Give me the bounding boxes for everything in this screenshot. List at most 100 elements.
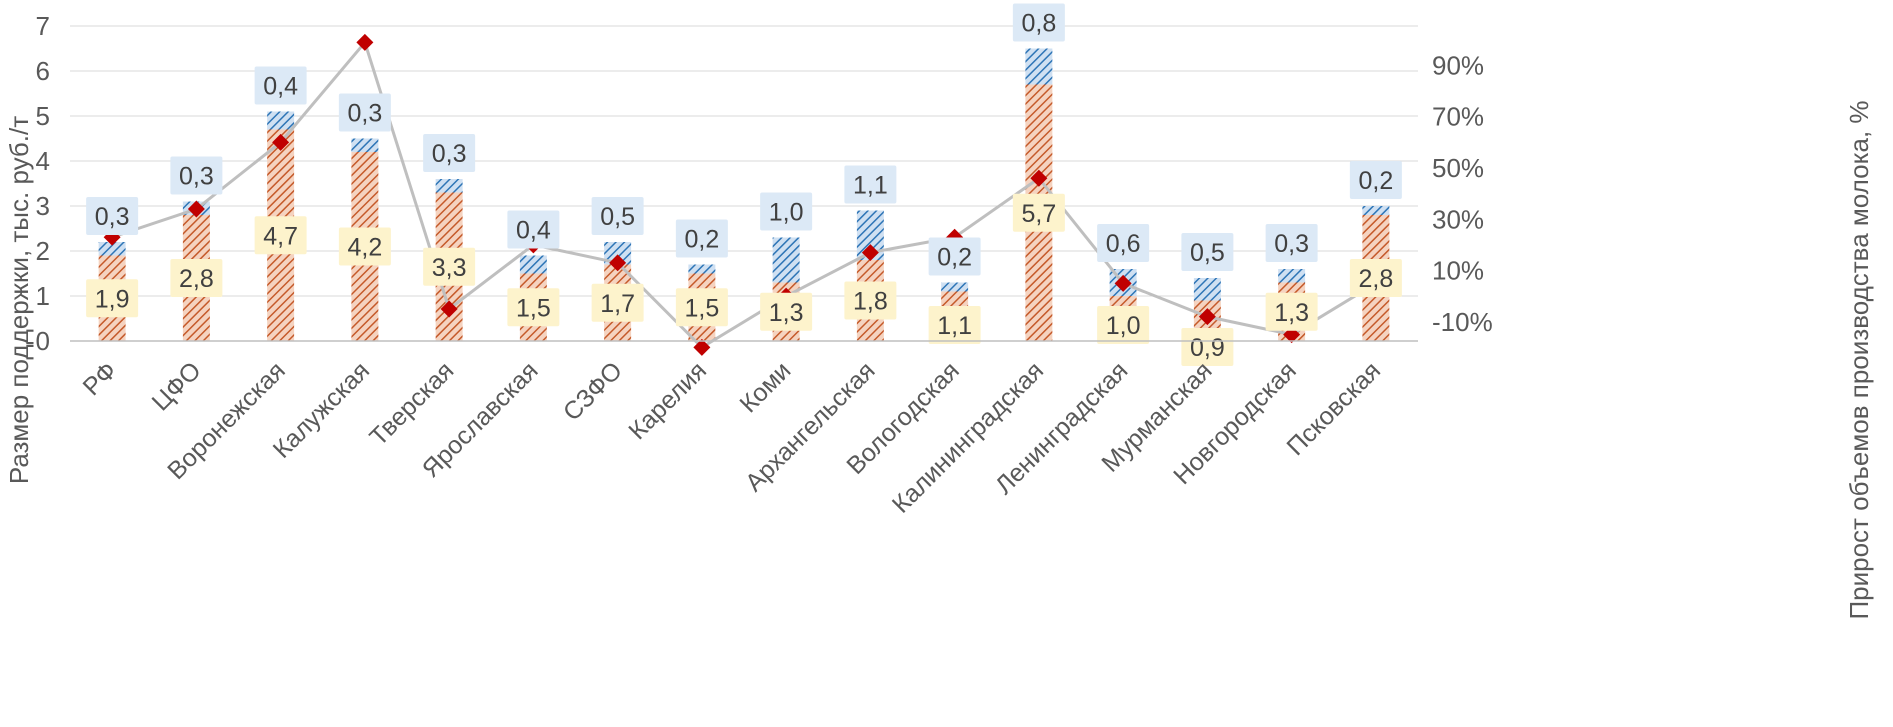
data-label-top-bg	[1181, 233, 1234, 271]
bar-segment-top	[604, 242, 632, 265]
data-label-base: 1,5	[684, 294, 719, 322]
data-label-base-bg	[591, 283, 644, 322]
bar-segment-top	[772, 237, 800, 283]
category-label: РФ	[78, 356, 123, 401]
data-label-top-bg	[86, 197, 139, 235]
data-label-base: 2,8	[179, 265, 214, 293]
category-label: Карелия	[623, 356, 712, 445]
data-label-top: 0,4	[263, 73, 298, 101]
data-label-top: 0,2	[1358, 167, 1393, 195]
bar-segment-top	[98, 242, 126, 256]
data-label-top-bg	[928, 237, 981, 276]
data-label-top: 0,4	[516, 217, 551, 245]
y-tick-label-right: -10%	[1432, 307, 1493, 337]
data-label-base: 1,5	[516, 294, 551, 322]
data-label-base-bg	[1012, 193, 1065, 232]
bar-segment-top	[1362, 206, 1390, 215]
data-label-base: 1,7	[600, 290, 635, 318]
y-tick-label-left: 3	[36, 191, 50, 221]
data-label-base-bg	[675, 288, 728, 327]
data-label-top: 0,5	[1190, 239, 1225, 267]
data-label-top-bg	[423, 134, 476, 172]
bar-segment-top	[688, 264, 716, 274]
data-label-base: 2,8	[1358, 265, 1393, 293]
data-label-top: 0,3	[179, 163, 214, 191]
y-tick-label-right: 70%	[1432, 102, 1484, 132]
data-label-top-bg	[844, 165, 897, 204]
y-tick-label-right: 50%	[1432, 153, 1484, 183]
bar-segment-top	[435, 179, 463, 193]
data-label-top: 0,2	[937, 244, 972, 272]
data-label-top-bg	[760, 192, 813, 231]
growth-marker	[272, 133, 290, 151]
data-label-top: 0,2	[684, 226, 719, 254]
data-label-base-bg	[254, 216, 307, 255]
category-label: Коми	[734, 356, 796, 418]
data-label-base-bg	[1349, 259, 1402, 297]
category-label: ЦФО	[147, 356, 207, 416]
data-label-base: 1,3	[769, 299, 804, 327]
data-label-base-bg	[1265, 292, 1318, 331]
bar-segment-top	[267, 111, 295, 130]
data-label-base: 4,7	[263, 222, 298, 250]
data-label-base: 1,1	[937, 312, 972, 340]
data-label-top-bg	[170, 156, 223, 195]
y-tick-label-right: 90%	[1432, 50, 1484, 80]
data-label-base-bg	[170, 259, 223, 297]
y-tick-label-left: 6	[36, 56, 50, 86]
category-label: Калининградская	[887, 356, 1049, 518]
y-tick-label-right: 30%	[1432, 204, 1484, 234]
data-label-top: 0,5	[600, 203, 635, 231]
bar-segment-top	[941, 282, 969, 292]
data-label-top-bg	[675, 219, 728, 258]
data-label-base: 0,9	[1190, 334, 1225, 362]
data-label-top-bg	[1265, 224, 1318, 262]
data-label-top-bg	[591, 197, 644, 235]
data-label-base: 1,8	[853, 288, 888, 316]
data-label-top: 1,1	[853, 172, 888, 200]
y-axis-title-right: Прирост объемов производства молока, %	[1844, 100, 1874, 619]
bar-segment-top	[351, 138, 379, 152]
data-label-base-bg	[507, 288, 560, 327]
growth-marker	[693, 338, 711, 356]
y-tick-label-left: 1	[36, 281, 50, 311]
bar-segment-top	[519, 255, 547, 274]
growth-marker	[187, 200, 205, 218]
data-label-base-bg	[1181, 328, 1234, 366]
data-label-top-bg	[1012, 3, 1065, 42]
data-label-base-bg	[86, 279, 139, 318]
data-label-base-bg	[423, 247, 476, 286]
data-label-top: 0,3	[347, 100, 382, 128]
y-tick-label-right: 10%	[1432, 256, 1484, 286]
data-label-top: 0,3	[432, 140, 467, 168]
data-label-base-bg	[844, 281, 897, 320]
data-label-top-bg	[1349, 161, 1402, 199]
data-label-top: 0,8	[1021, 10, 1056, 38]
y-axis-title-left: Размер поддержки, тыс. руб./т	[4, 116, 34, 484]
data-label-base-bg	[760, 292, 813, 331]
data-label-base-bg	[1097, 306, 1150, 344]
category-label: СЗФО	[558, 356, 628, 426]
growth-marker	[440, 300, 458, 318]
data-label-top-bg	[507, 210, 560, 249]
data-label-base: 1,0	[1106, 312, 1141, 340]
data-label-base: 4,2	[347, 234, 382, 262]
data-label-base: 1,3	[1274, 299, 1309, 327]
data-label-base-bg	[928, 306, 981, 344]
growth-marker	[861, 244, 879, 262]
y-tick-label-left: 2	[36, 236, 50, 266]
y-tick-label-left: 0	[36, 326, 50, 356]
bar-segment-top	[1025, 48, 1053, 85]
bar-segment-top	[1278, 269, 1306, 283]
data-label-base: 5,7	[1021, 200, 1056, 228]
data-label-top: 0,3	[1274, 230, 1309, 258]
data-label-base: 1,9	[95, 285, 130, 313]
data-label-base-bg	[338, 227, 391, 266]
growth-marker	[609, 254, 627, 272]
y-tick-label-left: 7	[36, 11, 50, 41]
data-label-base: 3,3	[432, 254, 467, 282]
y-tick-label-left: 4	[36, 146, 50, 176]
data-label-top: 1,0	[769, 199, 804, 227]
